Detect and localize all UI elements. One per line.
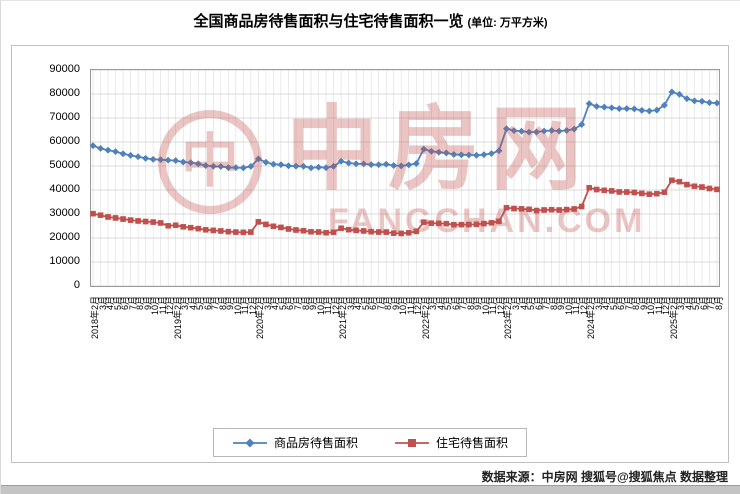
y-axis-tick-label: 20000 (49, 231, 80, 243)
y-axis-tick-label: 90000 (49, 63, 80, 75)
bottom-strip (1, 485, 740, 494)
legend-item: 住宅待售面积 (394, 434, 508, 451)
y-axis-tick-label: 50000 (49, 159, 80, 171)
legend-label: 商品房待售面积 (273, 436, 358, 450)
diamond-marker-icon (232, 438, 267, 447)
y-axis-tick-label: 0 (73, 279, 80, 291)
x-axis-tick-label: 8月 (714, 296, 724, 311)
y-axis-tick-label: 10000 (49, 255, 80, 267)
y-axis-labels: 0 10000 20000 30000 40000 50000 60000 70000 8000… (12, 46, 86, 462)
chart-title: 全国商品房待售面积与住宅待售面积一览 (193, 13, 464, 30)
source-note: 数据来源：中房网 搜狐号@搜狐焦点 数据整理 (481, 470, 728, 484)
chart-legend: 商品房待售面积 住宅待售面积 (212, 428, 528, 457)
x-axis-labels: 2018年2月 3月 4月 5月 6月 7月 8月 9月 10月 11月 12月 2019年2月 3月 4… (90, 294, 724, 404)
plot-area (90, 69, 720, 287)
chart-unit-label: (单位: 万平方米) (467, 17, 548, 29)
y-axis-tick-label: 80000 (49, 87, 80, 99)
chart-title-row: 全国商品房待售面积与住宅待售面积一览 (单位: 万平方米) (1, 10, 740, 31)
chart-frame: 0 10000 20000 30000 40000 50000 60000 70000 8000… (11, 45, 729, 463)
y-axis-tick-label: 30000 (49, 207, 80, 219)
y-axis-tick-label: 40000 (49, 183, 80, 195)
legend-item: 商品房待售面积 (232, 434, 358, 451)
y-axis-tick-label: 70000 (49, 111, 80, 123)
legend-label: 住宅待售面积 (436, 436, 509, 450)
y-axis-tick-label: 60000 (49, 135, 80, 147)
square-marker-icon (395, 438, 429, 447)
